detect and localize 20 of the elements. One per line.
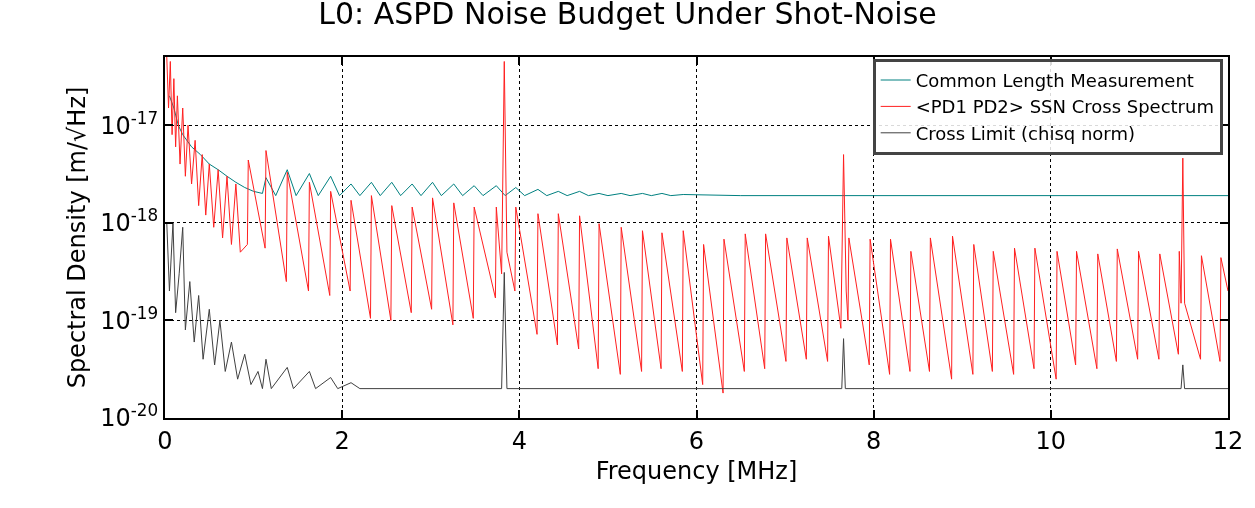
y-tick-label: 10$^{-17}$ — [100, 107, 159, 140]
x-tick-label: 12 — [1212, 426, 1244, 455]
x-tick-label: 2 — [334, 426, 350, 455]
y-axis-title: Spectral Density [m/√Hz] — [62, 86, 91, 389]
line-series — [168, 95, 1228, 197]
x-tick-label: 0 — [157, 426, 173, 455]
x-axis-title: Frequency [MHz] — [595, 456, 798, 485]
chart-title: L0: ASPD Noise Budget Under Shot-Noise — [318, 0, 937, 31]
line-series — [166, 222, 1228, 390]
y-tick-label: 10$^{-18}$ — [100, 205, 159, 238]
legend-label: <PD1 PD2> SSN Cross Spectrum — [915, 96, 1214, 118]
x-tick-label: 10 — [1035, 426, 1067, 455]
y-tick-label: 10$^{-20}$ — [100, 400, 159, 433]
x-tick-label: 8 — [866, 426, 882, 455]
line-series — [166, 57, 1228, 394]
legend-label: Common Length Measurement — [915, 70, 1194, 92]
y-tick-label: 10$^{-19}$ — [100, 302, 159, 335]
x-tick-label: 4 — [511, 426, 527, 455]
x-tick-label: 6 — [688, 426, 705, 455]
legend-label: Cross Limit (chisq norm) — [915, 122, 1136, 144]
